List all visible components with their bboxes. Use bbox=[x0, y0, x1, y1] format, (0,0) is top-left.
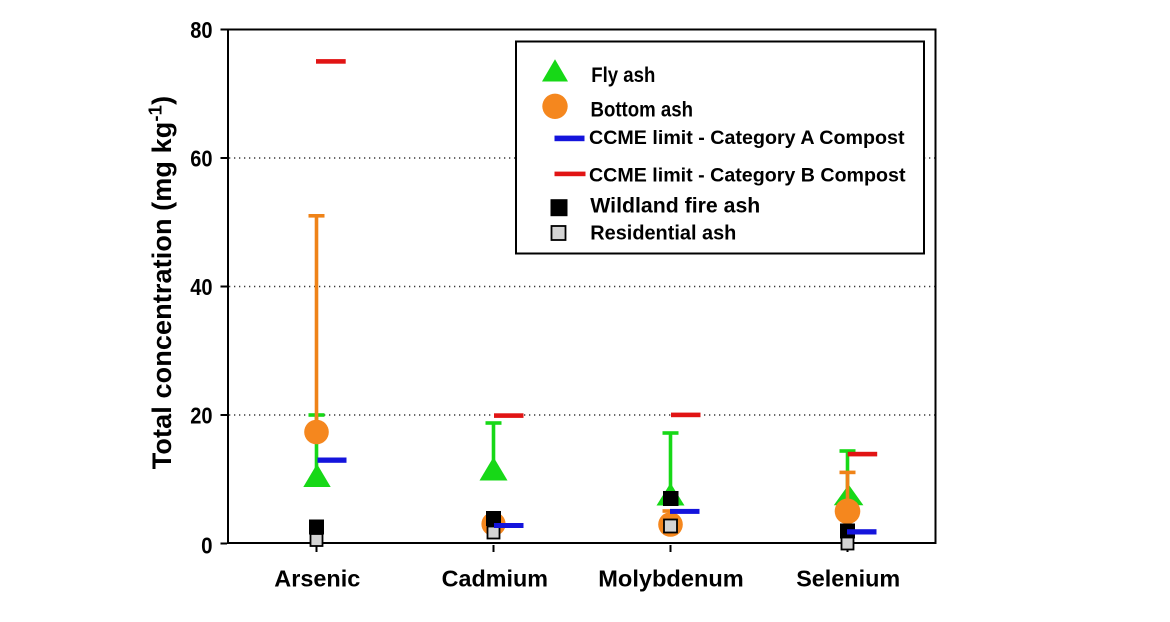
svg-text:CCME limit - Category A Compos: CCME limit - Category A Compost bbox=[589, 127, 905, 149]
svg-text:Arsenic: Arsenic bbox=[274, 566, 360, 592]
svg-text:60: 60 bbox=[190, 146, 212, 172]
svg-text:80: 80 bbox=[190, 17, 212, 43]
svg-text:Molybdenum: Molybdenum bbox=[598, 566, 744, 592]
svg-text:Total concentration (mg kg-1): Total concentration (mg kg-1) bbox=[145, 96, 178, 469]
svg-text:Cadmium: Cadmium bbox=[442, 566, 548, 592]
svg-text:Residential ash: Residential ash bbox=[590, 223, 736, 245]
svg-text:40: 40 bbox=[190, 274, 212, 300]
svg-text:Bottom ash: Bottom ash bbox=[591, 98, 694, 122]
svg-text:Wildland fire ash: Wildland fire ash bbox=[590, 194, 760, 217]
svg-text:Fly ash: Fly ash bbox=[591, 63, 655, 87]
svg-text:0: 0 bbox=[201, 533, 212, 559]
svg-text:20: 20 bbox=[190, 403, 212, 429]
svg-text:CCME limit - Category B Compos: CCME limit - Category B Compost bbox=[589, 165, 906, 187]
svg-text:Selenium: Selenium bbox=[796, 566, 900, 592]
